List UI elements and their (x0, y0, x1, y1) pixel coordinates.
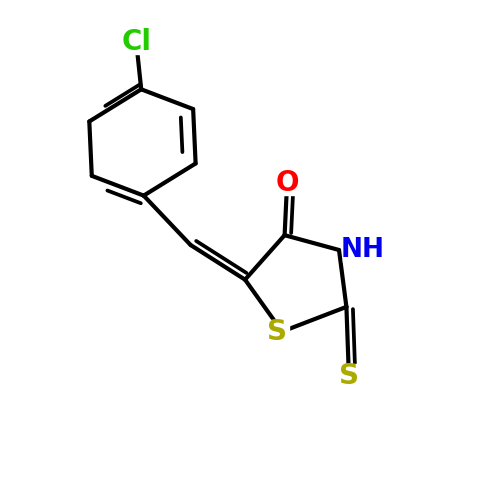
Text: S: S (339, 362, 359, 390)
Text: Cl: Cl (122, 28, 152, 56)
Text: O: O (276, 169, 299, 197)
Bar (337, 364, 361, 388)
Bar (275, 172, 299, 195)
Text: S: S (267, 318, 287, 345)
Text: NH: NH (340, 237, 384, 263)
Bar (266, 320, 289, 344)
Bar (118, 30, 155, 54)
Bar (343, 238, 382, 262)
